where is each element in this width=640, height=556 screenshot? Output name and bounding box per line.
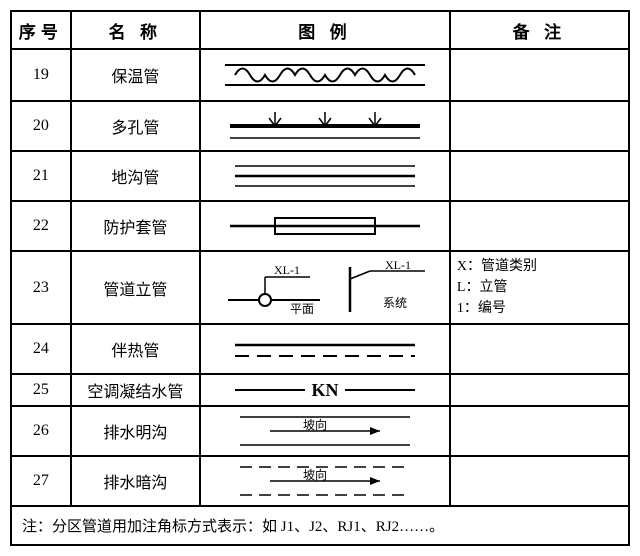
name-cell: 管道立管 (71, 251, 200, 324)
note-cell (450, 151, 629, 201)
table-row: 25空调凝结水管 KN (11, 374, 629, 406)
legend-table: 序号 名 称 图 例 备 注 19保温管20多孔管21地沟管22防护套管23管道… (10, 10, 630, 546)
symbol-cell (200, 151, 450, 201)
table-body: 19保温管20多孔管21地沟管22防护套管23管道立管XL-1平面XL-1系统X… (11, 49, 629, 545)
svg-text:平面: 平面 (290, 302, 314, 316)
seq-cell: 27 (11, 456, 71, 506)
footnote-cell: 注：分区管道用加注角标方式表示：如 J1、J2、RJ1、RJ2……。 (11, 506, 629, 545)
note-cell (450, 374, 629, 406)
table-row: 21地沟管 (11, 151, 629, 201)
note-cell (450, 324, 629, 374)
seq-cell: 26 (11, 406, 71, 456)
header-row: 序号 名 称 图 例 备 注 (11, 11, 629, 49)
header-note: 备 注 (450, 11, 629, 49)
svg-text:XL-1: XL-1 (385, 258, 411, 272)
symbol-cell (200, 324, 450, 374)
symbol-cell: KN (200, 374, 450, 406)
name-cell: 排水明沟 (71, 406, 200, 456)
svg-text:系统: 系统 (383, 296, 407, 310)
seq-cell: 21 (11, 151, 71, 201)
table-row: 26排水明沟 坡向 (11, 406, 629, 456)
seq-cell: 25 (11, 374, 71, 406)
symbol-cell (200, 101, 450, 151)
name-cell: 多孔管 (71, 101, 200, 151)
symbol-cell: 坡向 (200, 456, 450, 506)
name-cell: 保温管 (71, 49, 200, 101)
seq-cell: 20 (11, 101, 71, 151)
svg-text:坡向: 坡向 (303, 417, 327, 432)
table-row: 23管道立管 XL-1 平面 XL-1 系统 X：管道类别L：立管1：编号 (11, 251, 629, 324)
seq-cell: 19 (11, 49, 71, 101)
name-cell: 空调凝结水管 (71, 374, 200, 406)
name-cell: 伴热管 (71, 324, 200, 374)
symbol-cell: XL-1 平面 XL-1 系统 (200, 251, 450, 324)
symbol-cell: 坡向 (200, 406, 450, 456)
seq-cell: 22 (11, 201, 71, 251)
header-name: 名 称 (71, 11, 200, 49)
note-cell (450, 406, 629, 456)
name-cell: 排水暗沟 (71, 456, 200, 506)
table-row: 22防护套管 (11, 201, 629, 251)
footnote-row: 注：分区管道用加注角标方式表示：如 J1、J2、RJ1、RJ2……。 (11, 506, 629, 545)
symbol-cell (200, 201, 450, 251)
symbol-cell (200, 49, 450, 101)
note-cell (450, 49, 629, 101)
name-cell: 地沟管 (71, 151, 200, 201)
name-cell: 防护套管 (71, 201, 200, 251)
header-seq: 序号 (11, 11, 71, 49)
table-row: 20多孔管 (11, 101, 629, 151)
header-symbol: 图 例 (200, 11, 450, 49)
table-row: 24伴热管 (11, 324, 629, 374)
svg-text:KN: KN (311, 380, 338, 400)
svg-text:XL-1: XL-1 (274, 263, 300, 277)
note-cell (450, 101, 629, 151)
note-cell (450, 201, 629, 251)
table-row: 27排水暗沟 坡向 (11, 456, 629, 506)
note-cell: X：管道类别L：立管1：编号 (450, 251, 629, 324)
seq-cell: 23 (11, 251, 71, 324)
table-row: 19保温管 (11, 49, 629, 101)
seq-cell: 24 (11, 324, 71, 374)
svg-text:坡向: 坡向 (303, 467, 327, 482)
note-cell (450, 456, 629, 506)
